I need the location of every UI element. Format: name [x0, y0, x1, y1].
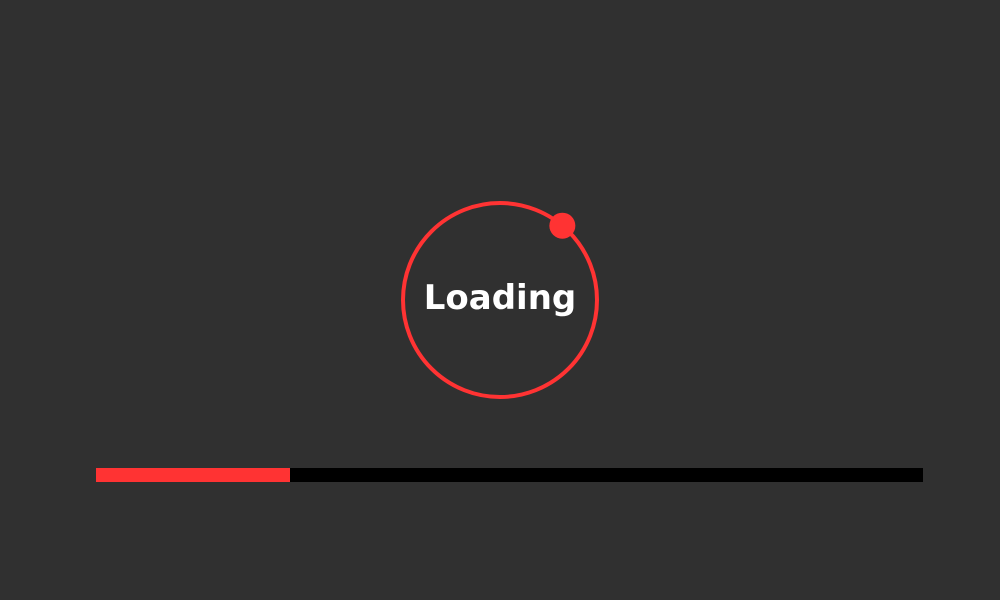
progress-bar [96, 468, 923, 482]
progress-bar-fill [96, 468, 290, 482]
loading-label: Loading [423, 278, 577, 318]
spinner-ring [401, 201, 599, 399]
spinner-dot [549, 212, 576, 239]
spinner-graphic [401, 201, 599, 399]
loading-spinner: Loading [400, 200, 600, 400]
